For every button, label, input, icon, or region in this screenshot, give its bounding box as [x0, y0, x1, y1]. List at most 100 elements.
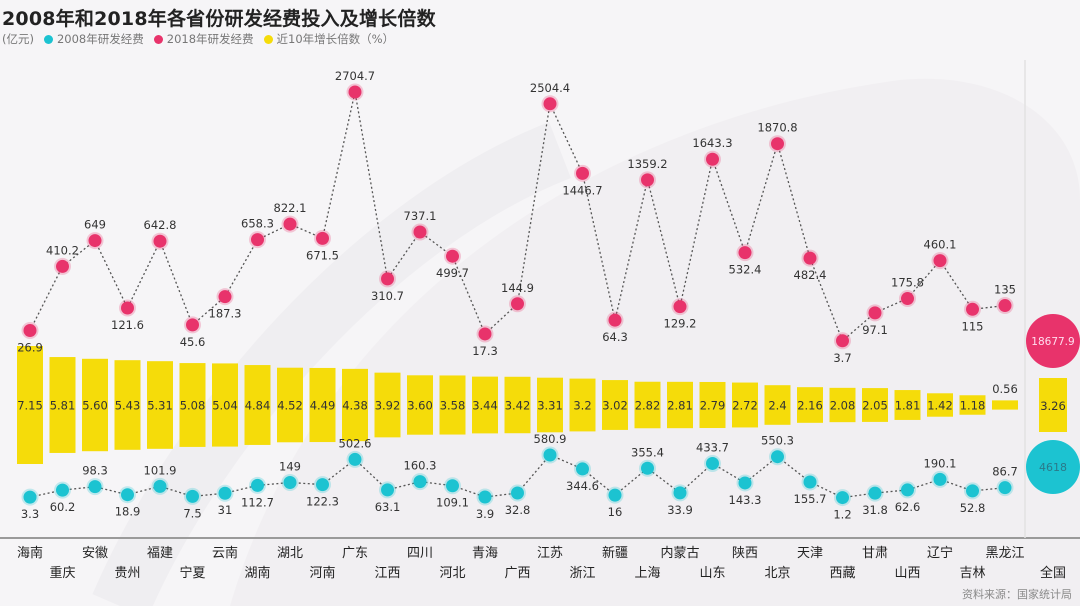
value-label-2018: 26.9 — [17, 340, 43, 354]
province-label: 天津 — [797, 546, 823, 561]
growth-bar — [49, 357, 76, 453]
value-label-2018: 410.2 — [46, 243, 79, 257]
dot-2018 — [868, 306, 882, 320]
growth-bar — [927, 393, 953, 417]
national-2018-circle — [1026, 314, 1080, 368]
growth-label: 4.84 — [245, 399, 271, 413]
value-label-2018: 1870.8 — [757, 121, 797, 135]
value-label-2018: 460.1 — [924, 238, 957, 252]
legend-label-growth: 近10年增长倍数（%） — [276, 32, 395, 46]
growth-bar — [17, 346, 43, 464]
growth-bar — [472, 376, 498, 434]
dot-2018 — [771, 137, 784, 151]
growth-bar — [212, 363, 238, 447]
value-label-2018: 1643.3 — [692, 136, 732, 150]
growth-label: 5.60 — [82, 399, 108, 413]
dot-2018 — [641, 173, 654, 187]
growth-bar — [699, 381, 726, 429]
dot-2018 — [998, 299, 1012, 313]
dot-2008 — [478, 490, 492, 504]
unit-label: (亿元) — [2, 32, 34, 46]
value-label-2008: 190.1 — [924, 456, 957, 470]
growth-bar — [569, 378, 596, 432]
growth-label: 2.4 — [768, 399, 786, 413]
value-label-2018: 2704.7 — [335, 69, 375, 83]
dot-2018 — [56, 259, 69, 273]
value-label-2018: 3.7 — [833, 351, 851, 365]
growth-bar — [114, 360, 141, 450]
legend-dot-growth — [263, 34, 273, 44]
growth-label: 2.08 — [830, 399, 856, 413]
national-growth-value: 3.26 — [1040, 399, 1066, 413]
value-label-2008: 101.9 — [144, 463, 177, 477]
value-label-2018: 64.3 — [602, 330, 628, 344]
growth-bar — [537, 377, 563, 433]
value-label-2018: 97.1 — [862, 323, 888, 337]
province-label: 黑龙江 — [985, 546, 1024, 561]
dot-2008 — [348, 452, 362, 466]
dot-2008 — [738, 476, 752, 490]
dot-2008 — [673, 486, 687, 500]
legend-dot-2008 — [43, 34, 53, 44]
dot-2008 — [413, 475, 427, 489]
value-label-2018: 129.2 — [664, 317, 697, 331]
value-label-2008: 344.6 — [566, 479, 599, 493]
dot-2018 — [673, 300, 687, 314]
province-label: 内蒙古 — [660, 545, 699, 561]
province-label: 浙江 — [569, 566, 595, 581]
growth-label: 4.52 — [277, 399, 303, 413]
province-label: 福建 — [147, 546, 173, 561]
growth-bar — [959, 395, 986, 415]
value-label-2008: 109.1 — [436, 496, 469, 510]
legend-item-2018: 2018年研发经费 — [153, 31, 254, 47]
legend-label-2008: 2008年研发经费 — [56, 32, 144, 46]
dot-2008 — [381, 483, 394, 497]
dot-2018 — [88, 234, 102, 248]
province-label: 北京 — [764, 566, 790, 581]
value-label-2018: 310.7 — [371, 289, 404, 303]
value-label-2008: 433.7 — [696, 440, 729, 454]
province-label: 湖南 — [244, 565, 270, 581]
growth-bar — [797, 387, 823, 423]
province-label: 海南 — [17, 545, 43, 561]
national-growth-bar — [1039, 378, 1067, 432]
growth-label: 3.2 — [573, 399, 591, 413]
value-label-2008: 112.7 — [241, 495, 274, 509]
growth-bar — [732, 382, 758, 428]
dot-2008 — [836, 491, 849, 505]
growth-bar — [764, 385, 791, 425]
value-label-2018: 737.1 — [404, 209, 437, 223]
growth-bar — [634, 381, 661, 429]
growth-bar — [894, 390, 921, 420]
value-label-2008: 33.9 — [667, 503, 693, 517]
national-2008-circle — [1026, 440, 1080, 494]
value-label-2018: 642.8 — [144, 218, 177, 232]
province-label: 云南 — [212, 545, 238, 561]
dot-2018 — [446, 249, 459, 263]
dot-2018 — [803, 251, 817, 265]
province-label: 上海 — [634, 566, 660, 581]
dot-2018 — [511, 297, 524, 311]
value-label-2018: 482.4 — [794, 268, 827, 282]
growth-label: 5.43 — [115, 399, 141, 413]
province-label: 重庆 — [49, 565, 75, 581]
province-label: 安徽 — [82, 546, 108, 561]
province-label: 广西 — [504, 566, 530, 581]
province-label: 青海 — [472, 546, 498, 561]
province-label: 湖北 — [277, 546, 303, 561]
growth-label: 3.58 — [440, 399, 466, 413]
national-2008-value: 4618 — [1039, 461, 1067, 474]
value-label-2008: 62.6 — [895, 500, 921, 514]
growth-label: 5.04 — [212, 399, 238, 413]
legend-item-2008: 2008年研发经费 — [43, 31, 144, 47]
dot-2018 — [381, 272, 394, 286]
growth-bar — [862, 388, 888, 422]
growth-label: 1.42 — [927, 399, 953, 413]
dot-2008 — [803, 475, 817, 489]
province-label: 甘肃 — [862, 546, 888, 561]
value-label-2008: 3.3 — [21, 507, 39, 521]
growth-label: 3.60 — [407, 399, 433, 413]
value-label-2018: 658.3 — [241, 217, 274, 231]
growth-bar — [82, 358, 108, 452]
value-label-2008: 550.3 — [761, 434, 794, 448]
